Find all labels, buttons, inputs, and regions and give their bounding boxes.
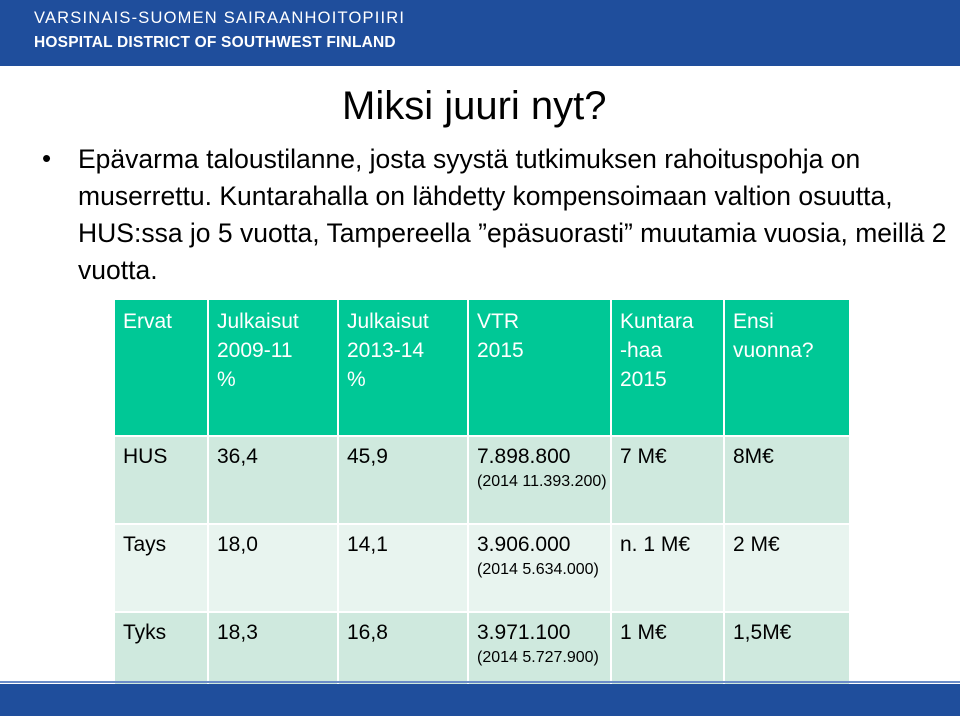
footer-banner: [0, 684, 960, 716]
cell-pub-2009: 36,4: [208, 436, 339, 525]
table-row: Tays 18,0 14,1 3.906.000 (2014 5.634.000…: [115, 524, 849, 613]
funding-table: Ervat Julkaisut 2009-11 % Julkaisut 2013…: [115, 300, 849, 701]
header-cell-kuntaraha: Kuntara -haa 2015: [611, 300, 725, 437]
cell-vtr: 7.898.800 (2014 11.393.200): [468, 436, 612, 525]
cell-pub-2013: 14,1: [338, 524, 469, 613]
footer-divider: [0, 681, 960, 683]
table-header-row: Ervat Julkaisut 2009-11 % Julkaisut 2013…: [115, 300, 849, 437]
cell-next-year: 8M€: [724, 436, 849, 525]
header-cell-pub-2009: Julkaisut 2009-11 %: [208, 300, 339, 437]
header-cell-next-year: Ensi vuonna?: [724, 300, 849, 437]
cell-vtr: 3.906.000 (2014 5.634.000): [468, 524, 612, 613]
cell-erva: Tays: [115, 524, 209, 613]
cell-kuntaraha: 7 M€: [611, 436, 725, 525]
cell-vtr-previous: (2014 11.393.200): [477, 473, 607, 490]
cell-pub-2013: 45,9: [338, 436, 469, 525]
cell-vtr-previous: (2014 5.727.900): [477, 649, 599, 666]
header-banner: VARSINAIS-SUOMEN SAIRAANHOITOPIIRI HOSPI…: [0, 0, 960, 66]
bullet-text: Epävarma taloustilanne, josta syystä tut…: [78, 144, 947, 285]
cell-next-year: 2 M€: [724, 524, 849, 613]
cell-pub-2009: 18,0: [208, 524, 339, 613]
bullet-dot-icon: •: [42, 143, 52, 173]
organization-name-en: HOSPITAL DISTRICT OF SOUTHWEST FINLAND: [34, 34, 396, 51]
header-cell-vtr: VTR 2015: [468, 300, 612, 437]
cell-kuntaraha: n. 1 M€: [611, 524, 725, 613]
cell-erva: HUS: [115, 436, 209, 525]
organization-name-fi: VARSINAIS-SUOMEN SAIRAANHOITOPIIRI: [34, 9, 406, 27]
header-cell-erva: Ervat: [115, 300, 209, 437]
table-row: HUS 36,4 45,9 7.898.800 (2014 11.393.200…: [115, 436, 849, 525]
header-cell-pub-2013: Julkaisut 2013-14 %: [338, 300, 469, 437]
slide-title: Miksi juuri nyt?: [342, 84, 607, 128]
cell-vtr-previous: (2014 5.634.000): [477, 561, 599, 578]
